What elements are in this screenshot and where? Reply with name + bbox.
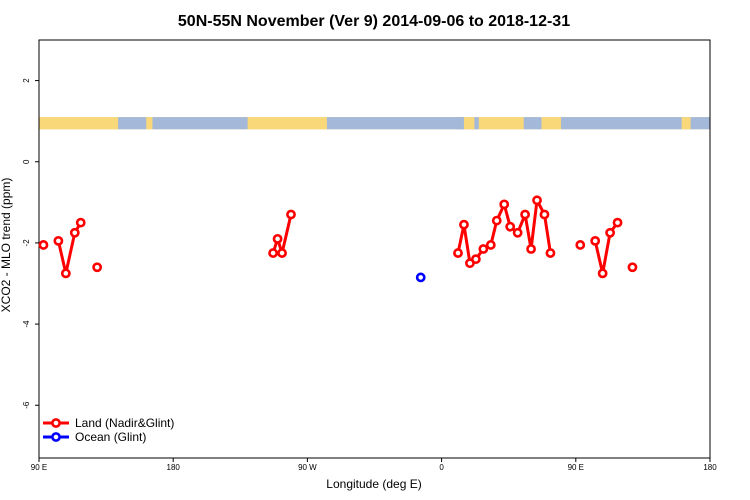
y-tick-label-2: -2 bbox=[22, 239, 31, 247]
series-1-point-0-0 bbox=[415, 272, 426, 283]
y-tick-label-1: 0 bbox=[22, 159, 31, 164]
band-land-1 bbox=[146, 117, 153, 130]
x-tick-label-4: 90 E bbox=[568, 463, 584, 472]
series-0-point-4-1 bbox=[459, 219, 469, 230]
series-1 bbox=[415, 272, 426, 283]
series-0-point-3-1 bbox=[272, 233, 283, 244]
band-land-0 bbox=[39, 117, 119, 130]
series-0-point-4-0 bbox=[453, 248, 463, 258]
x-tick-label-5: 180 bbox=[703, 463, 717, 472]
series-0-point-1-2 bbox=[69, 227, 80, 238]
series-0-point-4-11 bbox=[526, 244, 536, 254]
chart-title: 50N-55N November (Ver 9) 2014-09-06 to 2… bbox=[178, 13, 570, 30]
y-tick-label-3: -4 bbox=[22, 320, 31, 328]
y-tick-label-4: -6 bbox=[22, 401, 31, 409]
legend-label-1: Ocean (Glint) bbox=[75, 430, 146, 444]
series-0-point-4-4 bbox=[478, 244, 489, 254]
series-0-point-1-1 bbox=[60, 268, 71, 279]
series-0-point-4-8 bbox=[505, 221, 516, 232]
series-0-point-0-0 bbox=[38, 240, 49, 250]
series-0-point-7-0 bbox=[627, 262, 638, 273]
x-tick-label-1: 180 bbox=[167, 463, 181, 472]
band-ocean-1 bbox=[152, 117, 248, 130]
series-0-point-3-2 bbox=[277, 248, 287, 258]
legend-marker-0 bbox=[51, 418, 61, 428]
legend: Land (Nadir&Glint)Ocean (Glint) bbox=[43, 416, 174, 444]
series-0-point-4-13 bbox=[539, 209, 550, 220]
series-0-line-6 bbox=[593, 221, 619, 275]
band-land-3 bbox=[463, 117, 475, 130]
series-layer bbox=[38, 195, 638, 283]
x-axis: 90 E 180 90 W 0 90 E 180 bbox=[31, 458, 717, 472]
series-0-line-3 bbox=[271, 214, 293, 255]
series-0-point-4-9 bbox=[512, 227, 523, 238]
band-ocean-2 bbox=[326, 117, 464, 130]
plot-frame bbox=[38, 39, 711, 459]
series-0-point-3-0 bbox=[268, 248, 279, 258]
band-land-2 bbox=[247, 117, 327, 130]
series-0-line-1 bbox=[56, 221, 83, 275]
legend-marker-1 bbox=[51, 432, 61, 442]
x-tick-label-2: 90 W bbox=[298, 463, 317, 472]
series-0-point-4-10 bbox=[520, 209, 531, 220]
band-land-4 bbox=[478, 117, 524, 130]
series-0-point-1-0 bbox=[53, 235, 64, 246]
band-ocean-0 bbox=[118, 117, 147, 130]
band-ocean-4 bbox=[523, 117, 542, 130]
band-land-6 bbox=[681, 117, 691, 130]
series-0-point-1-3 bbox=[75, 217, 86, 228]
y-axis-label: XCO2 - MLO trend (ppm) bbox=[0, 178, 13, 313]
series-0 bbox=[38, 195, 638, 279]
series-0-point-4-5 bbox=[485, 240, 496, 250]
series-0-point-6-2 bbox=[605, 227, 615, 238]
series-0-point-2-0 bbox=[92, 262, 103, 273]
y-axis: 2 0 -2 -4 -6 bbox=[22, 78, 39, 409]
x-tick-label-3: 0 bbox=[439, 463, 444, 472]
y-tick-label-0: 2 bbox=[22, 78, 31, 83]
series-0-point-4-3 bbox=[470, 254, 481, 265]
series-0-point-6-3 bbox=[612, 217, 623, 228]
band-ocean-5 bbox=[560, 117, 710, 130]
series-0-point-4-14 bbox=[545, 248, 556, 258]
band-land-5 bbox=[541, 117, 561, 130]
series-0-line-4 bbox=[456, 198, 552, 265]
series-0-point-3-3 bbox=[286, 209, 296, 220]
x-axis-label: Longitude (deg E) bbox=[326, 477, 421, 491]
series-0-point-5-0 bbox=[575, 240, 586, 250]
series-0-point-6-1 bbox=[597, 268, 608, 279]
series-0-point-6-0 bbox=[590, 235, 601, 246]
legend-label-0: Land (Nadir&Glint) bbox=[75, 416, 174, 430]
series-0-point-4-6 bbox=[491, 215, 502, 226]
x-tick-label-0: 90 E bbox=[31, 463, 47, 472]
series-0-point-4-12 bbox=[532, 195, 542, 206]
land-ocean-band bbox=[39, 117, 710, 130]
series-0-point-4-7 bbox=[499, 199, 510, 210]
